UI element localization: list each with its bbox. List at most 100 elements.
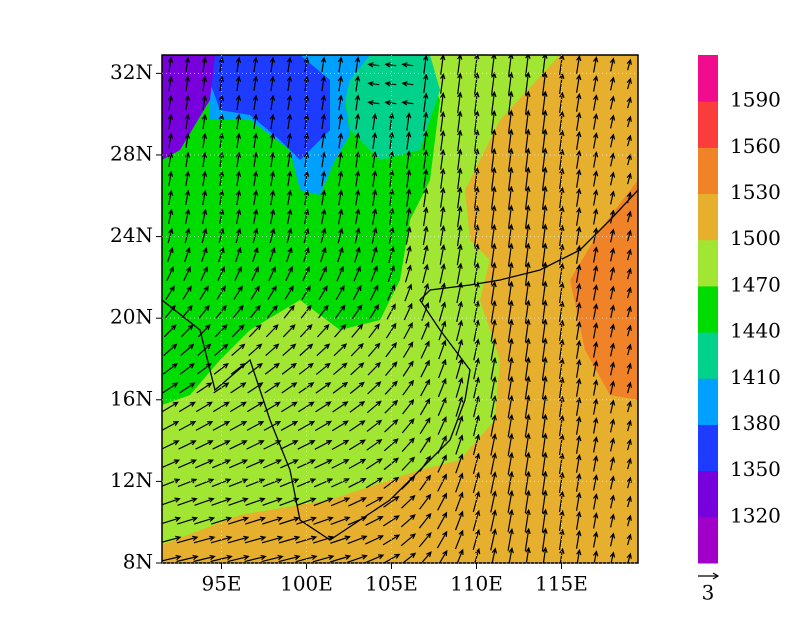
wind-arrow [440, 72, 446, 94]
wind-arrow [576, 244, 582, 264]
wind-arrow [525, 109, 531, 134]
wind-arrow [279, 478, 300, 488]
wind-arrow [371, 169, 378, 187]
wind-arrow [320, 227, 327, 244]
wind-arrow [524, 337, 531, 362]
wind-arrow [348, 458, 367, 470]
wind-arrow [507, 432, 514, 456]
colorbar-label: 1320 [730, 503, 781, 527]
wind-arrow [455, 491, 464, 512]
wind-arrow [524, 432, 531, 457]
x-tick-label: 100E [280, 572, 333, 596]
wind-arrow [420, 551, 432, 563]
wind-arrow [404, 264, 412, 283]
wind-arrow [184, 189, 191, 206]
wind-arrow [508, 546, 514, 563]
wind-arrow [575, 396, 582, 416]
wind-arrow [626, 381, 632, 394]
shaded-field [162, 55, 638, 563]
wind-arrow [609, 513, 616, 528]
wind-arrow [195, 401, 213, 413]
wind-arrow [508, 147, 514, 172]
wind-arrow [490, 509, 497, 532]
wind-arrow [282, 343, 297, 357]
wind-arrow [384, 62, 397, 68]
wind-arrow [490, 280, 497, 304]
wind-arrow [303, 56, 310, 73]
wind-arrow [314, 459, 333, 469]
wind-arrow [371, 112, 378, 130]
wind-arrow [405, 207, 412, 226]
wind-arrow [418, 512, 432, 529]
wind-arrow [609, 247, 616, 262]
wind-arrow [354, 94, 361, 111]
wind-arrow [507, 318, 514, 342]
x-tick-label: 110E [450, 572, 503, 596]
wind-arrow [245, 497, 266, 506]
wind-arrow [337, 246, 344, 263]
wind-arrow [281, 382, 298, 394]
wind-arrow [439, 205, 446, 227]
colorbar-label: 1500 [730, 226, 781, 250]
wind-arrow [198, 304, 210, 319]
wind-arrow [365, 516, 384, 526]
wind-arrow [525, 204, 531, 229]
reference-label: 3 [702, 581, 715, 605]
wind-arrow [286, 170, 293, 187]
wind-arrow [609, 380, 616, 395]
wind-arrow [366, 439, 383, 451]
wind-arrow [315, 362, 331, 375]
wind-arrow [200, 266, 208, 281]
wind-arrow [542, 147, 548, 172]
wind-arrow [558, 433, 565, 456]
wind-arrow [457, 110, 463, 133]
wind-arrow [575, 301, 582, 321]
wind-arrow [456, 243, 463, 266]
wind-arrow [216, 285, 226, 300]
wind-arrow [184, 227, 191, 244]
wind-arrow [286, 151, 293, 168]
wind-arrow [592, 341, 599, 358]
wind-arrow [269, 170, 276, 187]
wind-arrow [194, 459, 215, 469]
wind-arrow [439, 263, 446, 284]
wind-arrow [247, 362, 263, 375]
wind-arrow [576, 548, 582, 563]
wind-arrow [211, 516, 233, 525]
wind-arrow [269, 56, 276, 73]
y-tick-label: 20N [110, 305, 153, 329]
y-tick-label: 24N [110, 223, 153, 247]
wind-arrow [438, 549, 448, 563]
wind-arrow [440, 129, 446, 151]
wind-arrow [525, 185, 531, 210]
colorbar-label: 1560 [730, 134, 781, 158]
wind-arrow [456, 281, 463, 304]
wind-arrow [474, 129, 480, 152]
wind-arrow [162, 420, 180, 431]
wind-arrow [440, 186, 446, 208]
wind-arrow [354, 113, 361, 130]
wind-arrow [163, 343, 178, 356]
wind-arrow [592, 75, 599, 92]
wind-arrow [592, 379, 599, 396]
wind-arrow [507, 261, 514, 286]
wind-arrow [524, 470, 531, 495]
wind-arrow [317, 304, 329, 319]
shade-region [162, 55, 638, 563]
wind-arrow [354, 151, 361, 168]
wind-arrow [228, 478, 249, 488]
wind-arrow [558, 509, 565, 532]
wind-arrow [303, 132, 310, 149]
wind-arrow [196, 382, 213, 394]
wind-arrow [332, 381, 349, 394]
wind-arrow [199, 285, 209, 300]
wind-arrow [455, 396, 464, 417]
wind-arrow [401, 475, 416, 490]
wind-arrow [162, 554, 182, 562]
wind-arrow [626, 172, 632, 185]
wind-arrow [575, 377, 582, 397]
wind-arrow [167, 75, 174, 92]
wind-arrow [524, 280, 531, 305]
wind-arrow [367, 62, 380, 68]
